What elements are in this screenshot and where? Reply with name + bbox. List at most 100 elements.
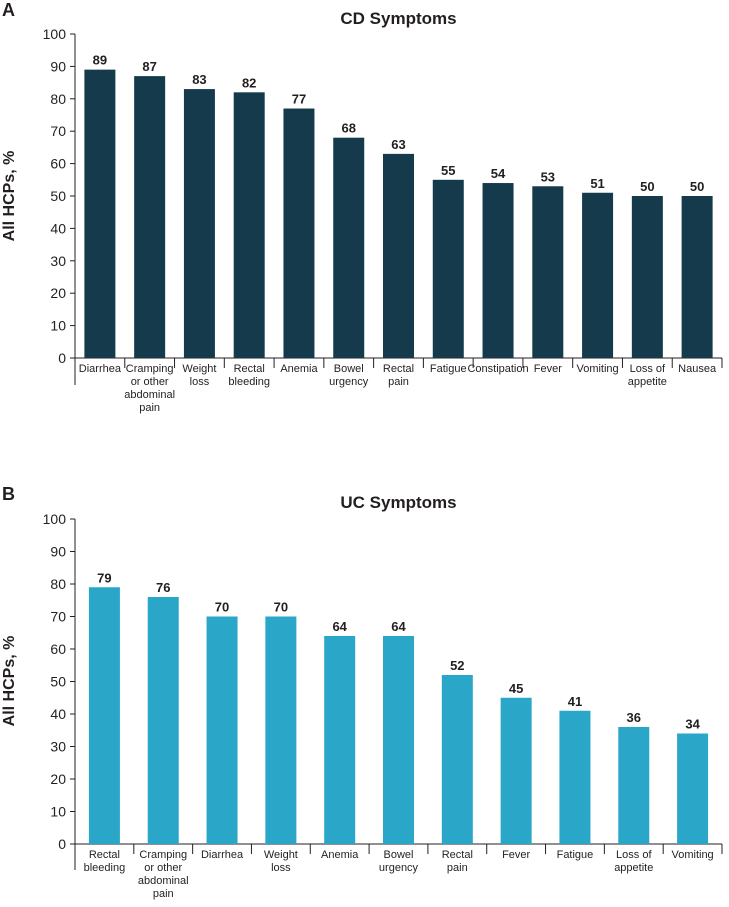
- x-tick-label: Fever: [502, 849, 530, 861]
- bar: [134, 76, 166, 359]
- y-tick-label: 80: [50, 91, 66, 107]
- data-label: 41: [568, 694, 582, 709]
- data-label: 70: [215, 600, 229, 615]
- x-tick-label: Weight loss: [182, 363, 216, 388]
- bar: [183, 89, 215, 358]
- chart-title: CD Symptoms: [340, 9, 456, 28]
- x-tick-label: Fatigue: [430, 363, 467, 375]
- y-tick-label: 60: [50, 641, 66, 657]
- bar: [206, 616, 238, 844]
- data-label: 89: [93, 53, 107, 68]
- bar: [324, 636, 356, 844]
- data-label: 63: [391, 137, 405, 152]
- x-tick-label: Rectal bleeding: [84, 849, 126, 874]
- y-tick-label: 60: [50, 156, 66, 172]
- bar: [233, 92, 265, 358]
- x-tick-label: Fever: [534, 363, 562, 375]
- bar: [677, 733, 709, 844]
- data-label: 64: [332, 619, 347, 634]
- x-tick-label: Rectal bleeding: [228, 363, 270, 388]
- x-tick-label: Cramping or other abdominal pain: [138, 849, 189, 900]
- bar: [432, 179, 464, 358]
- panel-letter: B: [2, 484, 15, 504]
- data-label: 76: [156, 580, 170, 595]
- bar: [482, 183, 514, 358]
- data-label: 50: [690, 179, 704, 194]
- data-label: 83: [192, 72, 206, 87]
- y-tick-label: 50: [50, 674, 66, 690]
- y-tick-label: 20: [50, 771, 66, 787]
- data-label: 45: [509, 681, 523, 696]
- bar: [559, 710, 591, 844]
- y-tick-label: 40: [50, 706, 66, 722]
- y-tick-label: 100: [43, 26, 67, 42]
- bar: [283, 108, 315, 359]
- y-tick-label: 0: [58, 350, 66, 366]
- x-tick-label: Anemia: [321, 849, 359, 861]
- y-tick-label: 10: [50, 318, 66, 334]
- bar: [532, 186, 564, 358]
- bar: [333, 137, 365, 358]
- data-label: 34: [685, 717, 700, 732]
- x-tick-label: Anemia: [280, 363, 318, 375]
- bar: [441, 675, 473, 844]
- bar: [383, 636, 414, 844]
- data-label: 52: [450, 658, 464, 673]
- y-tick-label: 10: [50, 804, 66, 820]
- x-tick-label: Nausea: [678, 363, 717, 375]
- y-tick-label: 100: [43, 511, 67, 527]
- x-tick-label: Constipation: [467, 363, 528, 375]
- x-tick-label: Weight loss: [264, 849, 298, 874]
- x-tick-label: Rectal pain: [383, 363, 414, 388]
- x-tick-label: Loss of appetite: [614, 849, 653, 874]
- bar: [631, 196, 663, 358]
- bar: [147, 597, 179, 844]
- panel-a: A CD Symptoms All HCPs, % 0 10 20 30 40 50 60 70 80…: [1, 0, 723, 414]
- y-tick-label: 50: [50, 188, 66, 204]
- y-axis-title: All HCPs, %: [1, 636, 18, 727]
- y-tick-label: 30: [50, 253, 66, 269]
- data-label: 36: [627, 710, 641, 725]
- x-tick-label: Fatigue: [557, 849, 594, 861]
- y-tick-label: 90: [50, 544, 66, 560]
- y-tick-label: 30: [50, 739, 66, 755]
- x-tick-label: Cramping or other abdominal pain: [124, 363, 175, 414]
- x-tick-label: Diarrhea: [79, 363, 122, 375]
- data-label: 87: [142, 59, 156, 74]
- y-tick-label: 90: [50, 58, 66, 74]
- data-label: 79: [97, 570, 111, 585]
- chart-title: UC Symptoms: [340, 493, 456, 512]
- data-label: 82: [242, 75, 256, 90]
- data-label: 53: [541, 169, 555, 184]
- bar: [88, 587, 120, 844]
- x-tick-label: Bowel urgency: [379, 849, 419, 874]
- data-label: 77: [292, 92, 306, 107]
- x-tick-label: Vomiting: [671, 849, 713, 861]
- bar: [618, 727, 650, 844]
- bar: [681, 196, 713, 358]
- x-tick-label: Diarrhea: [201, 849, 244, 861]
- y-tick-label: 20: [50, 285, 66, 301]
- y-axis-title: All HCPs, %: [1, 151, 18, 242]
- data-label: 55: [441, 163, 455, 178]
- y-tick-label: 70: [50, 123, 66, 139]
- bar: [84, 69, 116, 358]
- data-label: 68: [341, 121, 355, 136]
- bar: [265, 616, 297, 844]
- panel-b: B UC Symptoms All HCPs, % 0 10 20 30 40 50 60 70 80…: [1, 484, 723, 900]
- panel-letter: A: [2, 0, 15, 20]
- data-label: 50: [640, 179, 654, 194]
- data-label: 64: [391, 619, 406, 634]
- bar: [582, 192, 614, 358]
- data-label: 70: [274, 600, 288, 615]
- y-tick-label: 70: [50, 609, 66, 625]
- x-tick-label: Bowel urgency: [329, 363, 369, 388]
- bar: [500, 697, 532, 844]
- x-tick-label: Rectal pain: [442, 849, 473, 874]
- y-tick-label: 40: [50, 220, 66, 236]
- x-tick-label: Loss of appetite: [628, 363, 667, 388]
- y-tick-label: 80: [50, 576, 66, 592]
- bar: [383, 153, 414, 358]
- x-tick-label: Vomiting: [576, 363, 618, 375]
